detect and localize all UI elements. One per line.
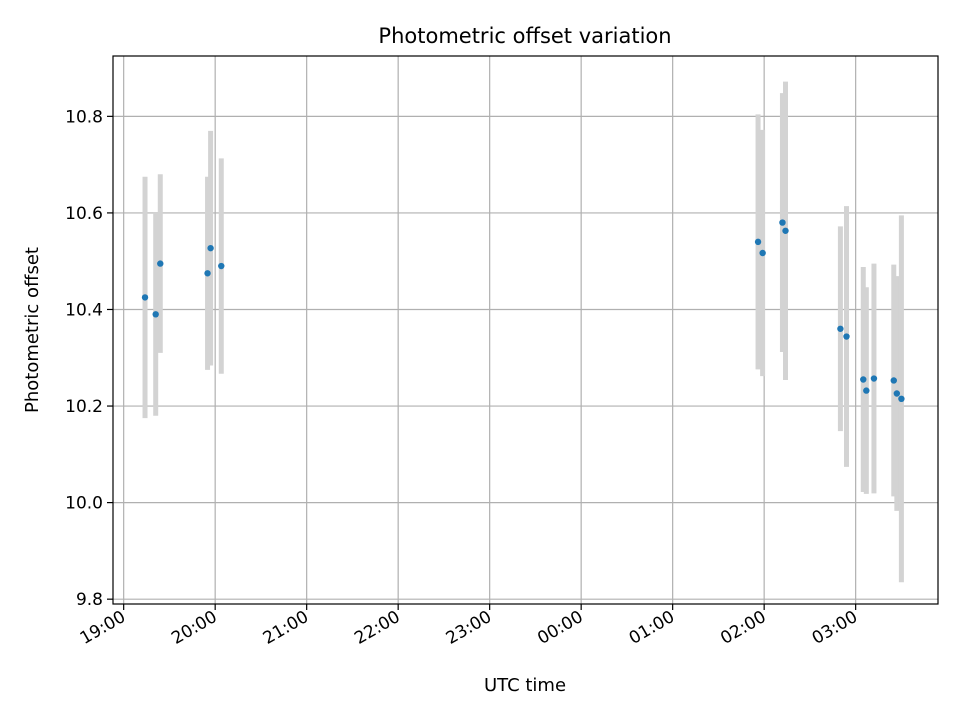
- data-point: [759, 249, 766, 257]
- data-point: [863, 387, 870, 394]
- data-point: [860, 376, 867, 383]
- x-axis-label: UTC time: [484, 675, 566, 696]
- y-tick-label: 10.2: [65, 397, 103, 417]
- y-axis-label: Photometric offset: [22, 247, 43, 413]
- data-point: [890, 377, 897, 384]
- y-tick-label: 10.8: [65, 107, 103, 127]
- data-point: [141, 294, 149, 301]
- data-point: [870, 375, 878, 382]
- data-point: [782, 227, 789, 234]
- y-tick-label: 10.4: [65, 300, 103, 320]
- data-point: [152, 311, 159, 318]
- data-point: [779, 219, 786, 226]
- data-point: [843, 333, 850, 340]
- y-tick-label: 10.0: [65, 494, 103, 514]
- y-tick-label: 10.6: [65, 204, 103, 224]
- data-point: [837, 325, 844, 332]
- chart-title: Photometric offset variation: [378, 24, 671, 48]
- data-points: [141, 219, 905, 403]
- data-point: [204, 270, 211, 277]
- data-point: [898, 395, 905, 403]
- plot-frame: [112, 55, 939, 605]
- data-point: [218, 262, 225, 270]
- data-point: [157, 260, 164, 267]
- y-tick-label: 9.8: [76, 590, 103, 610]
- y-axis-ticks: 9.8 10.0 10.2 10.4 10.6 10.8: [65, 107, 113, 610]
- data-point: [207, 244, 214, 252]
- data-point: [754, 238, 762, 246]
- data-point: [893, 390, 901, 397]
